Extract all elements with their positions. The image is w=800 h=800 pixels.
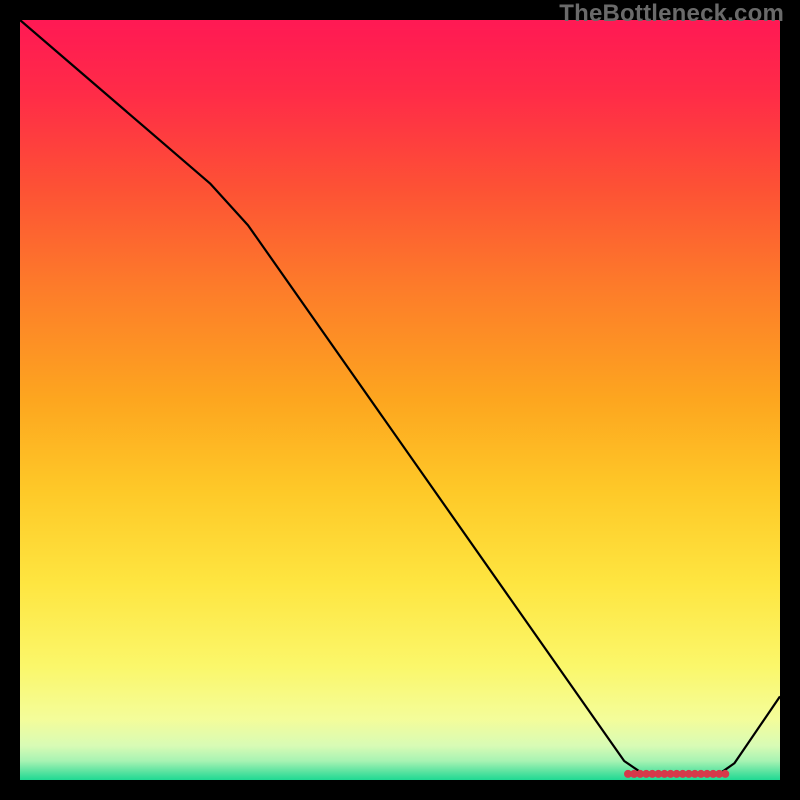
plot-svg	[20, 20, 780, 780]
chart-container: TheBottleneck.com	[0, 0, 800, 800]
data-marker	[721, 770, 729, 778]
marker-group	[624, 770, 729, 778]
plot-area	[20, 20, 780, 780]
watermark-text: TheBottleneck.com	[559, 0, 784, 28]
plot-background	[20, 20, 780, 780]
